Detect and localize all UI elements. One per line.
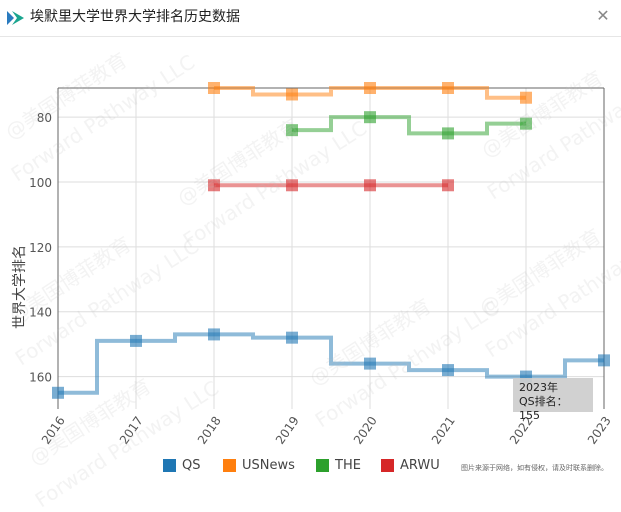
legend-swatch[interactable] [316, 459, 329, 472]
legend-label-arwu[interactable]: ARWU [400, 458, 440, 473]
data-point[interactable] [364, 179, 376, 192]
data-point[interactable] [520, 91, 532, 104]
data-point[interactable] [208, 82, 220, 94]
x-tick-label: 2023 [585, 414, 614, 447]
tooltip-year: 2023年 [519, 381, 558, 394]
legend-swatch[interactable] [223, 459, 236, 472]
data-point[interactable] [130, 334, 142, 347]
data-point[interactable] [442, 364, 454, 377]
x-tick-label: 2019 [273, 414, 302, 447]
series-line-qs [58, 332, 604, 395]
data-point[interactable] [52, 386, 64, 399]
data-point[interactable] [364, 111, 376, 124]
data-point[interactable] [442, 82, 454, 94]
dialog-header: 埃默里大学世界大学排名历史数据 ✕ [0, 0, 621, 37]
dialog-title: 埃默里大学世界大学排名历史数据 [30, 9, 240, 25]
data-point[interactable] [364, 357, 376, 370]
series-layer [52, 82, 610, 399]
hover-tooltip: 2023年 QS排名：155 [513, 378, 593, 422]
data-point[interactable] [286, 124, 298, 137]
ranking-chart: 80 100 120 140 160 2016 2017 2018 2019 2020 2021 2… [12, 82, 614, 447]
series-line-usnews [214, 86, 526, 100]
tooltip-value: QS排名：155 [519, 395, 568, 422]
series-qs [52, 328, 610, 399]
y-tick-label: 80 [37, 111, 52, 125]
source-note: 图片来源于网络，如有侵权，请及时联系删除。 [461, 464, 608, 472]
x-tick-label: 2021 [429, 414, 458, 447]
series-usnews [208, 82, 532, 104]
data-point[interactable] [442, 179, 454, 192]
series-line-the [292, 115, 526, 136]
legend-label-qs[interactable]: QS [182, 458, 201, 473]
data-point[interactable] [364, 82, 376, 94]
y-ticks: 80 100 120 140 160 [29, 111, 52, 384]
y-tick-label: 160 [29, 371, 52, 385]
x-tick-label: 2020 [351, 414, 380, 447]
legend-swatch[interactable] [163, 459, 176, 472]
close-icon[interactable]: ✕ [596, 6, 610, 25]
y-tick-label: 100 [29, 176, 52, 190]
y-axis-label: 世界大学排名 [12, 245, 28, 329]
x-tick-label: 2017 [117, 414, 146, 447]
x-tick-label: 2016 [39, 414, 68, 447]
data-point[interactable] [208, 179, 220, 192]
series-the [286, 111, 532, 140]
chart-legend: QS USNews THE ARWU [0, 456, 621, 476]
x-tick-label: 2018 [195, 414, 224, 447]
data-point[interactable] [286, 331, 298, 344]
y-tick-label: 120 [29, 241, 52, 255]
app-logo-icon [7, 11, 24, 25]
legend-label-the[interactable]: THE [335, 458, 361, 473]
data-point[interactable] [208, 328, 220, 341]
data-point[interactable] [520, 117, 532, 130]
data-point[interactable] [598, 354, 610, 367]
data-point[interactable] [286, 179, 298, 192]
legend-swatch[interactable] [381, 459, 394, 472]
legend-label-usnews[interactable]: USNews [242, 458, 295, 473]
data-point[interactable] [286, 88, 298, 101]
y-tick-label: 140 [29, 306, 52, 320]
data-point[interactable] [442, 127, 454, 140]
series-arwu [208, 179, 454, 192]
